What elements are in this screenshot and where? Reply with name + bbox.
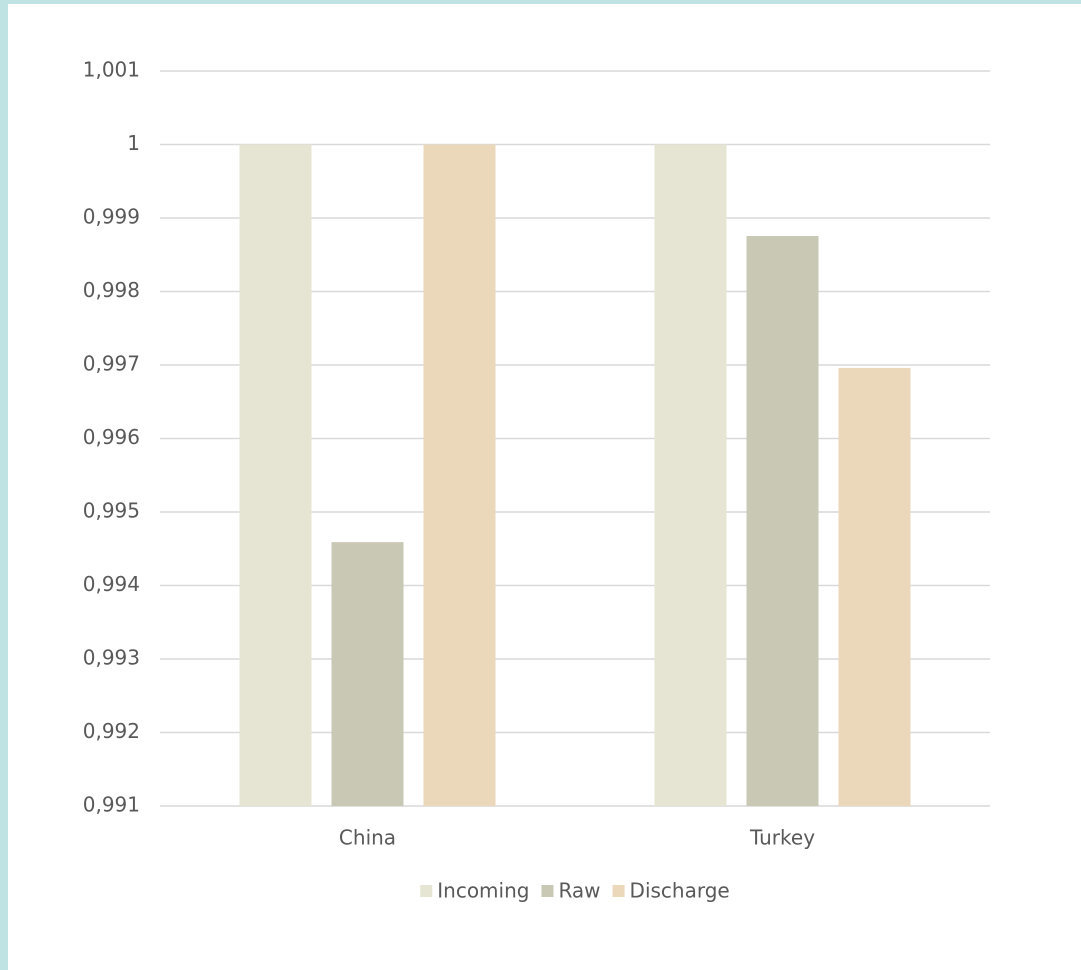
y-tick-label: 0,997 xyxy=(83,352,140,376)
bar xyxy=(838,367,911,806)
bar xyxy=(654,144,727,806)
bar xyxy=(746,236,819,806)
bar xyxy=(239,144,312,806)
y-tick-label: 0,995 xyxy=(83,499,140,523)
y-tick-label: 0,994 xyxy=(83,572,140,596)
bar xyxy=(331,542,404,806)
y-tick-label: 0,993 xyxy=(83,646,140,670)
legend-label: Discharge xyxy=(630,879,730,903)
legend-swatch xyxy=(420,885,433,897)
legend-label: Incoming xyxy=(437,879,529,903)
legend-swatch xyxy=(612,885,625,897)
y-tick-label: 0,996 xyxy=(83,425,140,449)
y-tick-label: 1 xyxy=(127,131,140,155)
x-tick-label: China xyxy=(339,826,396,850)
x-tick-label: Turkey xyxy=(749,826,815,850)
legend-label: Raw xyxy=(558,879,600,903)
y-tick-label: 0,992 xyxy=(83,719,140,743)
y-tick-label: 0,991 xyxy=(83,793,140,817)
y-tick-label: 1,001 xyxy=(83,58,140,82)
bar xyxy=(423,144,496,806)
legend-swatch xyxy=(541,885,554,897)
y-tick-label: 0,998 xyxy=(83,278,140,302)
y-tick-label: 0,999 xyxy=(83,205,140,229)
